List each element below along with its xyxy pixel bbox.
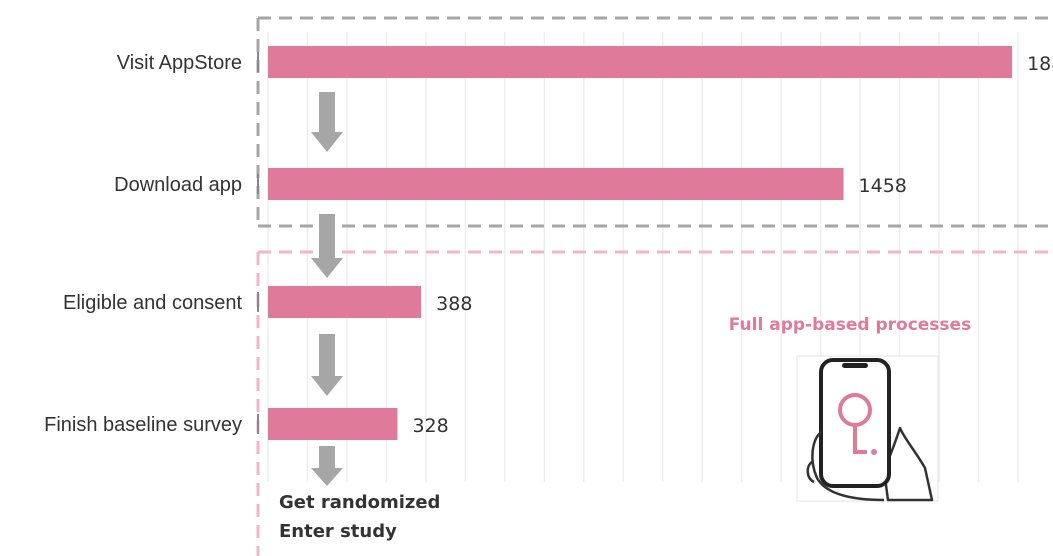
down-arrow-icon [311, 92, 343, 152]
value-label: 328 [412, 415, 448, 437]
annotation-enter-study: Enter study [279, 521, 397, 542]
category-label: Visit AppStore [117, 52, 242, 74]
down-arrow-icon [311, 214, 343, 278]
value-label: 388 [436, 293, 472, 315]
bar [268, 408, 398, 440]
category-label: Finish baseline survey [44, 414, 242, 436]
category-label: Eligible and consent [63, 292, 242, 314]
phone-app-icon [796, 355, 939, 502]
value-label: 1458 [859, 175, 907, 197]
gridlines [267, 32, 1019, 482]
down-arrow-icon [311, 446, 343, 486]
annotation-randomized: Get randomized [279, 492, 440, 513]
value-label: 1885 [1027, 53, 1053, 75]
bar [268, 286, 422, 318]
arrows [311, 92, 343, 486]
bars: Visit AppStore 1885 Download app 1458 Eligib… [44, 46, 1053, 440]
category-label: Download app [114, 174, 242, 196]
bar [268, 46, 1013, 78]
down-arrow-icon [311, 334, 343, 396]
process-label: Full app-based processes [729, 315, 971, 335]
bar [268, 168, 844, 200]
